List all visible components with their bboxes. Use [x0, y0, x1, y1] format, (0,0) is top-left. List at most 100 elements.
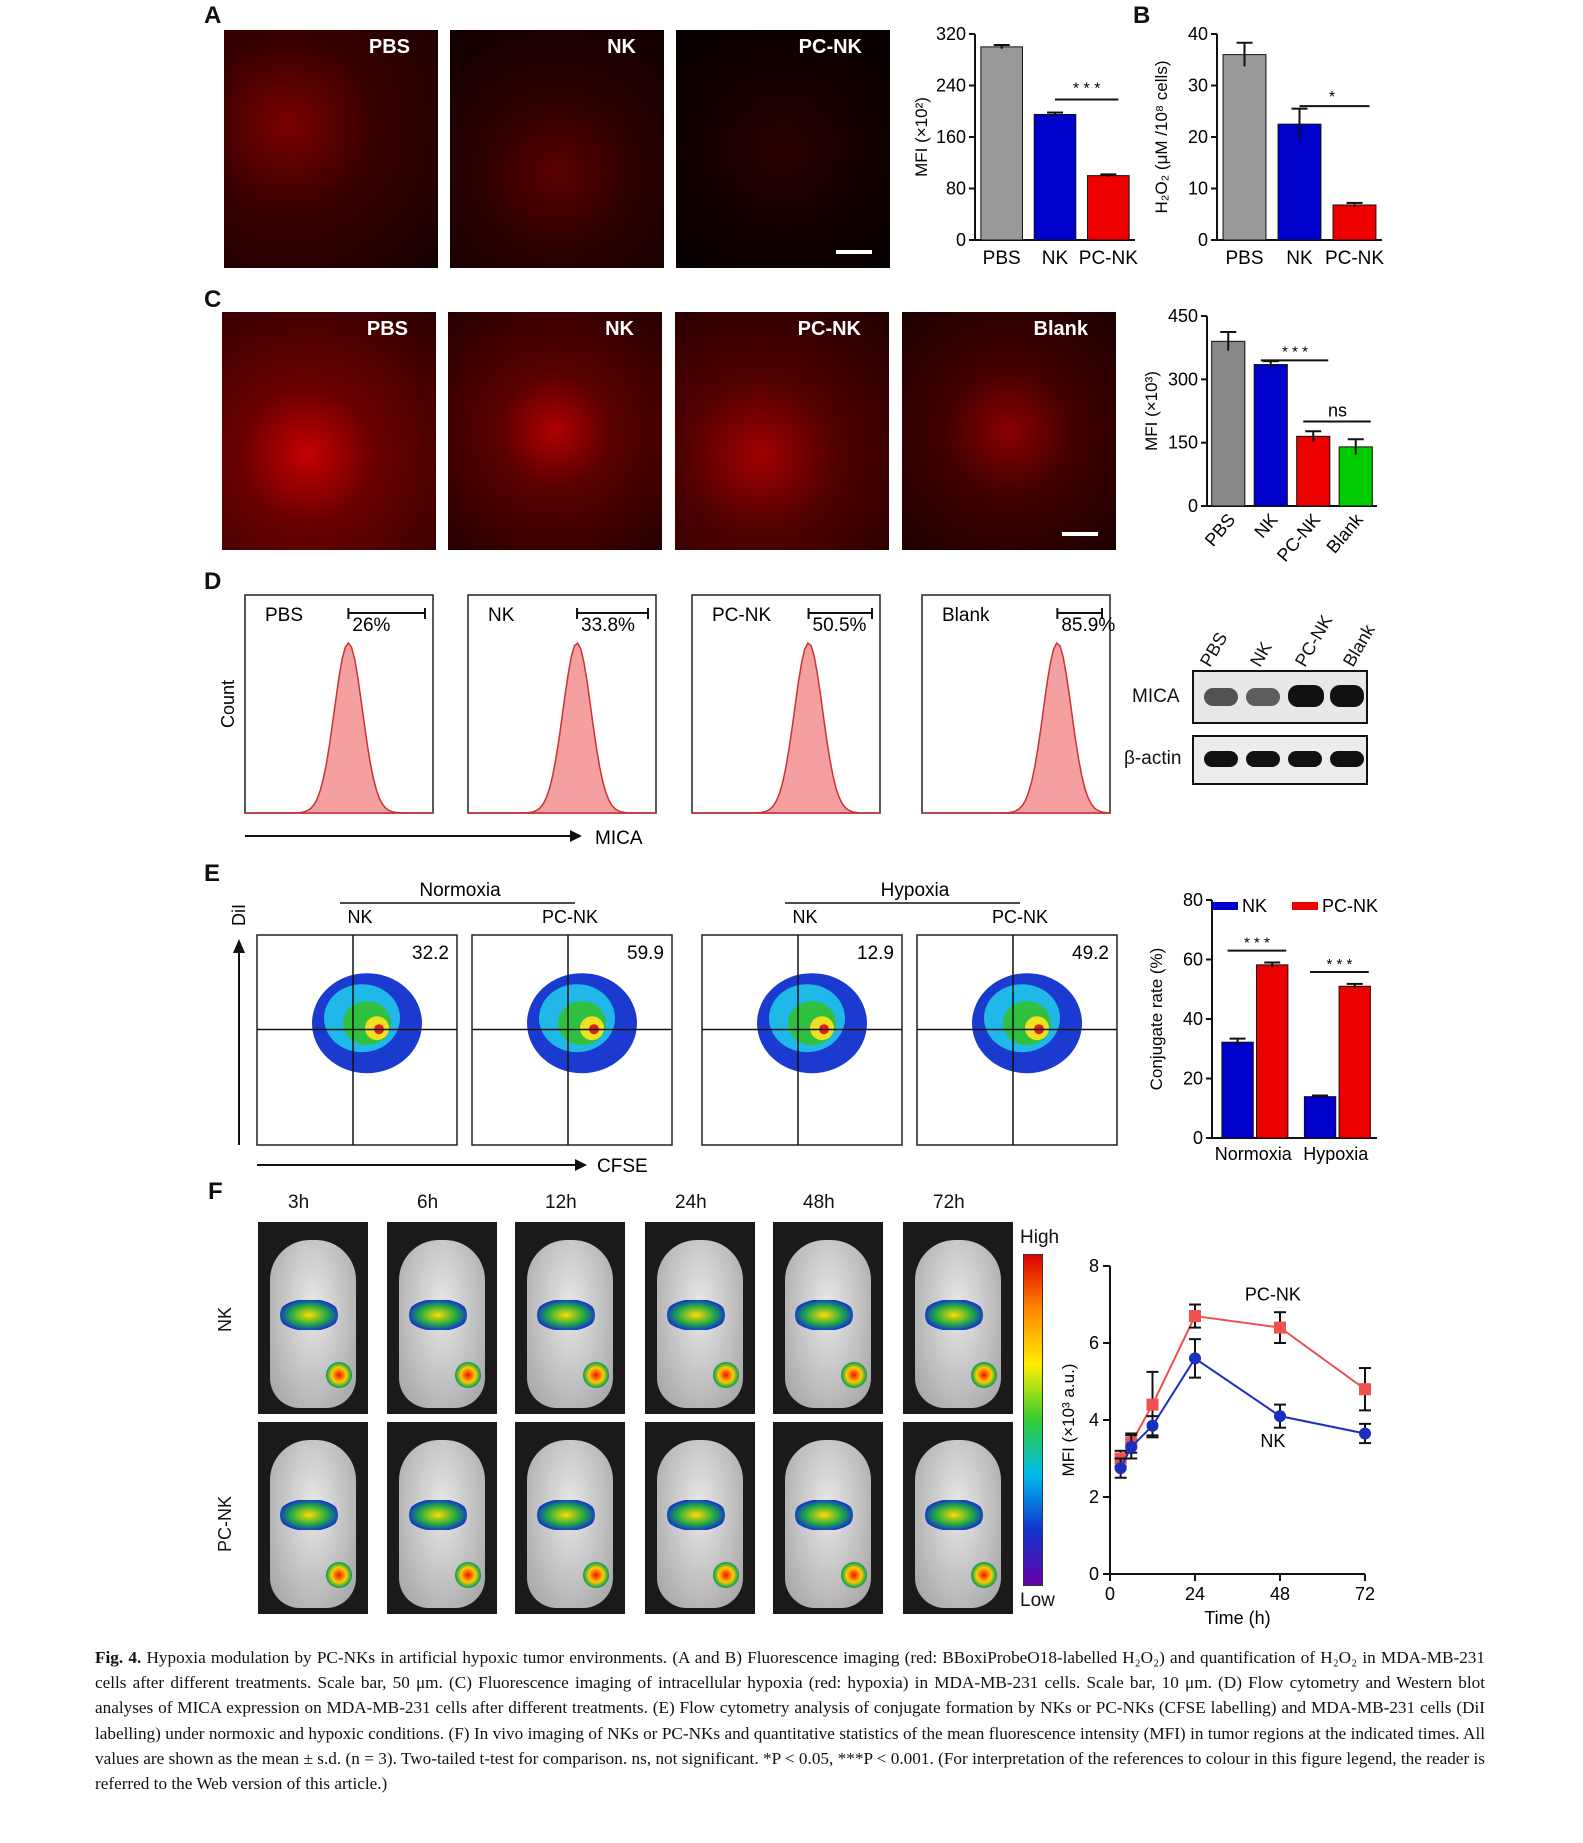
histogram-label: PBS	[265, 605, 303, 626]
x-tick-label: Blank	[1323, 509, 1368, 557]
panel-label-d: D	[204, 568, 222, 595]
y-tick-label: 0	[1198, 230, 1208, 250]
y-tick-label: 240	[936, 76, 966, 96]
histogram-label: NK	[488, 605, 515, 626]
micrograph-label: PBS	[368, 36, 410, 58]
data-point	[1189, 1310, 1201, 1323]
bar	[1222, 54, 1267, 241]
blot-lane-label: PBS	[1196, 628, 1232, 670]
y-tick-label: 0	[956, 230, 966, 250]
data-point	[1359, 1427, 1371, 1440]
x-axis-label: CFSE	[597, 1156, 648, 1175]
blot-row-label: MICA	[1132, 686, 1180, 707]
row-label: NK	[215, 1306, 235, 1332]
significance-label: * * *	[1244, 935, 1270, 952]
subgroup-label: NK	[347, 907, 372, 927]
x-tick-label: PBS	[1201, 510, 1239, 550]
y-tick-label: 4	[1089, 1410, 1099, 1430]
data-point	[1146, 1398, 1159, 1411]
bar	[1332, 204, 1377, 241]
x-tick-label: 72	[1355, 1584, 1375, 1604]
panel-label-a: A	[204, 2, 222, 29]
blot-lane-label: PC-NK	[1291, 611, 1337, 670]
series-label: PC-NK	[1245, 1285, 1301, 1305]
y-axis-label: DiI	[229, 904, 249, 926]
gate-percent: 26%	[352, 615, 390, 636]
significance-label: ns	[1328, 401, 1347, 421]
data-point	[1146, 1419, 1159, 1432]
micrograph-a-nk: NK	[450, 30, 664, 268]
time-label: 12h	[545, 1192, 577, 1213]
significance-label: * * *	[1282, 343, 1308, 360]
micrograph-c-pcnk: PC-NK	[675, 312, 889, 550]
row-label: PC-NK	[215, 1495, 235, 1552]
micrograph-a-pcnk: PC-NK	[676, 30, 890, 268]
micrograph-c-blank: Blank	[902, 312, 1116, 550]
mouse-image	[258, 1422, 368, 1614]
bar	[1253, 364, 1288, 507]
y-axis-label: MFI (×10³)	[1142, 371, 1161, 451]
blot-lane-label: Blank	[1339, 621, 1379, 670]
x-tick-label: Hypoxia	[1303, 1144, 1369, 1164]
x-tick-label: NK	[1042, 248, 1069, 269]
y-tick-label: 10	[1188, 179, 1208, 199]
arrow-head	[575, 1159, 587, 1171]
legend-swatch	[1292, 902, 1318, 910]
mouse-image	[645, 1222, 755, 1414]
bar	[980, 46, 1023, 241]
plot-frame	[701, 934, 903, 1146]
chart-a: 0 80 160 240 320 MFI (×10²) PBS NK PC-NK * * *	[912, 24, 1138, 269]
bar	[1221, 1041, 1254, 1139]
x-tick-label: 48	[1270, 1584, 1290, 1604]
data-point	[1274, 1410, 1286, 1423]
colorbar-high: High	[1020, 1227, 1060, 1248]
histogram-label: Blank	[942, 605, 990, 626]
y-tick-label: 20	[1188, 127, 1208, 147]
mouse-image	[773, 1422, 883, 1614]
arrow-head	[570, 830, 582, 842]
micrograph-label: PC-NK	[798, 36, 862, 58]
x-tick-label: PC-NK	[1273, 510, 1324, 566]
data-point	[1359, 1383, 1371, 1396]
series-line	[1119, 1356, 1366, 1469]
micrograph-label: PC-NK	[797, 318, 861, 340]
gate-percent: 85.9%	[1061, 615, 1115, 636]
quadrant-value: 32.2	[412, 943, 449, 964]
histogram-curve	[692, 641, 880, 814]
subgroup-label: PC-NK	[542, 907, 598, 927]
mouse-image	[645, 1422, 755, 1614]
bar	[1211, 340, 1246, 507]
chart-b: 0 10 20 30 40 H₂O₂ (μM /10⁸ cells) PBS NK PC-NK *	[1152, 24, 1384, 269]
x-tick-label: NK	[1286, 248, 1313, 269]
histogram-curve	[922, 641, 1111, 814]
quadrant-value: 49.2	[1072, 943, 1109, 964]
panel-label-b: B	[1133, 2, 1151, 29]
legend-label: PC-NK	[1322, 896, 1378, 916]
micrograph-label: NK	[607, 36, 636, 58]
micrograph-label: NK	[605, 318, 634, 340]
panel-label-c: C	[204, 286, 222, 313]
arrow-head	[233, 939, 245, 953]
time-label: 48h	[803, 1192, 835, 1213]
x-tick-label: PC-NK	[1079, 248, 1138, 269]
micrograph-label: Blank	[1033, 318, 1088, 340]
x-tick-label: Normoxia	[1215, 1144, 1293, 1164]
y-axis-label: Count	[218, 680, 238, 728]
subgroup-label: NK	[792, 907, 817, 927]
group-label: Hypoxia	[881, 880, 950, 901]
quadrant-value: 12.9	[857, 943, 894, 964]
bar	[1303, 1096, 1337, 1139]
y-tick-label: 60	[1183, 950, 1203, 970]
western-blot: PBS NK PC-NK Blank MICA β-actin	[1124, 590, 1382, 800]
conjugate-flow-plots: Normoxia Hypoxia NK PC-NK NK PC-NK 32.2 59.9 12.…	[229, 880, 1118, 1175]
mouse-image	[515, 1422, 625, 1614]
bar	[1338, 985, 1371, 1139]
quadrant-value: 59.9	[627, 943, 664, 964]
y-tick-label: 0	[1188, 496, 1198, 516]
caption-lead: Fig. 4.	[95, 1648, 142, 1667]
x-axis-label: MICA	[595, 828, 643, 849]
colorbar	[1023, 1254, 1043, 1586]
micrograph-label: PBS	[366, 318, 408, 340]
plot-frame	[471, 934, 673, 1146]
